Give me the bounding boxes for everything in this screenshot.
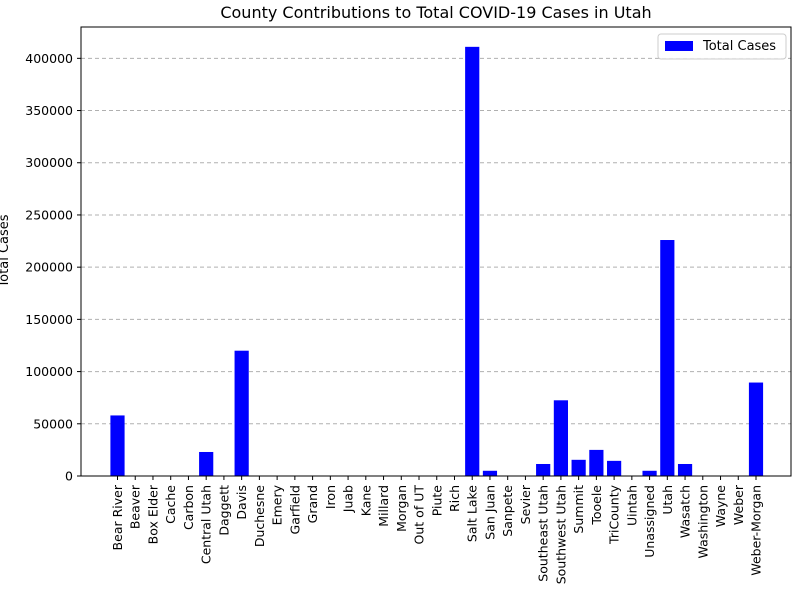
x-tick-label: Summit [571,485,586,534]
bar [199,451,214,476]
bar [571,459,586,476]
x-tick-label: Cache [163,485,178,524]
bar [465,46,480,476]
x-tick-label: Grand [305,485,320,523]
x-tick-label: Tooele [589,485,604,526]
legend: Total Cases [657,33,787,60]
y-tick-label: 150000 [25,312,73,327]
x-tick-label: Juab [341,485,356,513]
y-tick-label: 100000 [25,364,73,379]
x-tick-label: Piute [429,485,444,517]
y-tick-label: 200000 [25,260,73,275]
legend-frame [657,33,787,60]
bar [607,460,622,476]
chart-title: County Contributions to Total COVID-19 C… [220,3,651,22]
x-tick-label: Utah [660,485,675,515]
x-tick-label: Garfield [287,485,302,534]
y-tick-label: 250000 [25,207,73,222]
y-tick-label: 300000 [25,155,73,170]
x-tick-label: Uintah [624,485,639,526]
legend-swatch [665,41,693,51]
bar [660,240,675,476]
y-axis: 0 50000 100000 150000 200000 250000 300000 3500… [25,51,81,484]
x-tick-label: Weber-Morgan [749,485,764,576]
x-tick-label: Kane [358,485,373,517]
x-tick-label: San Juan [482,485,497,540]
bar [642,470,657,476]
y-tick-label: 0 [65,469,73,484]
x-tick-label: Beaver [128,484,143,529]
bar [553,400,568,476]
bar [748,382,764,476]
x-tick-label: Weber [731,484,746,525]
plot-area-frame [80,26,792,477]
bars [110,46,764,476]
x-tick-label: TriCounty [607,484,622,545]
bar [482,470,498,476]
x-tick-label: Millard [376,485,391,527]
y-tick-label: 400000 [25,51,73,66]
x-tick-label: Southwest Utah [553,485,568,584]
x-tick-label: Davis [234,485,249,520]
bar [677,463,693,476]
x-tick-label: Wasatch [678,485,693,538]
x-tick-label: Sevier [518,484,533,524]
x-tick-label: Box Elder [145,484,160,544]
gridlines [81,57,791,425]
legend-label: Total Cases [702,39,776,54]
x-tick-label: Wayne [713,485,728,528]
x-tick-label: Washington [695,485,710,558]
x-tick-label: Sanpete [500,485,515,537]
x-tick-label: Carbon [181,485,196,530]
bar [234,350,249,476]
bar [110,415,125,476]
x-tick-label: Duchesne [252,485,267,547]
x-tick-label: Emery [270,484,285,525]
x-tick-label: Salt Lake [465,485,480,542]
x-tick-label: Morgan [394,485,409,532]
x-tick-label: Southeast Utah [536,485,551,582]
bar [589,449,604,476]
bar [536,463,551,476]
y-tick-label: 50000 [33,416,73,431]
x-tick-label: Iron [323,485,338,509]
x-tick-label: Out of UT [412,485,427,545]
y-tick-label: 350000 [25,103,73,118]
x-tick-label: Rich [447,485,462,512]
x-tick-label: Daggett [216,485,231,536]
x-tick-label: Unassigned [642,485,657,558]
x-axis: Bear River Beaver Box Elder Cache Carbon Cent… [110,476,764,584]
x-tick-label: Central Utah [199,485,214,564]
x-tick-label: Bear River [110,484,125,550]
y-axis-title: Total Cases [0,214,12,288]
